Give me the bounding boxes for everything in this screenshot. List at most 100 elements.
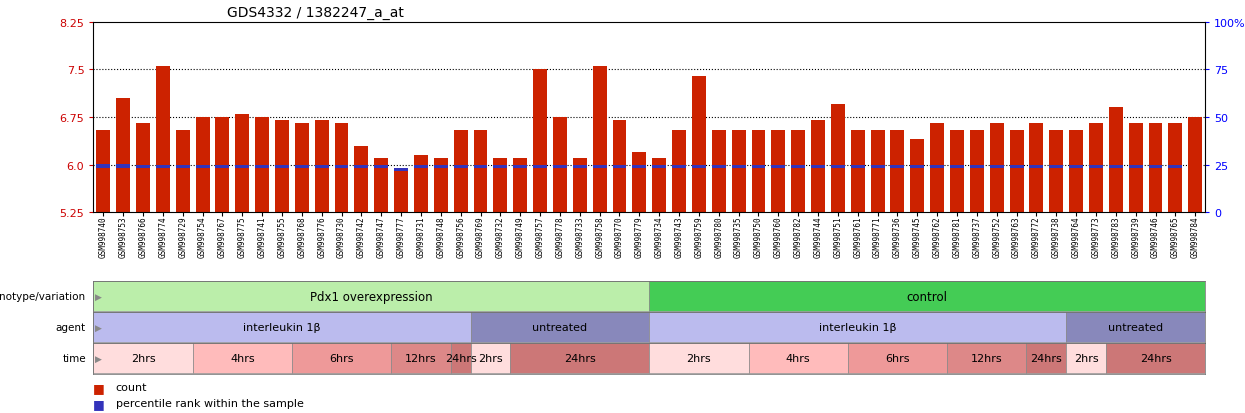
Text: 12hrs: 12hrs — [971, 353, 1002, 363]
Text: interleukin 1β: interleukin 1β — [243, 322, 321, 332]
Text: GSM998733: GSM998733 — [575, 216, 584, 258]
Text: GSM998783: GSM998783 — [1112, 216, 1120, 258]
Bar — [573, 165, 586, 169]
Text: GSM998762: GSM998762 — [933, 216, 941, 258]
Bar — [533, 70, 547, 213]
Bar — [1129, 124, 1143, 213]
Bar — [848, 344, 947, 373]
Bar — [650, 282, 1205, 311]
Bar — [96, 165, 111, 168]
Bar — [632, 165, 646, 169]
Bar — [1109, 108, 1123, 213]
Bar — [415, 165, 428, 169]
Text: GSM998776: GSM998776 — [317, 216, 326, 258]
Bar — [792, 131, 806, 213]
Text: GSM998764: GSM998764 — [1072, 216, 1081, 258]
Bar — [136, 124, 149, 213]
Bar — [116, 165, 131, 168]
Bar — [255, 165, 269, 169]
Bar — [613, 165, 626, 169]
Text: GSM998761: GSM998761 — [853, 216, 863, 258]
Text: ■: ■ — [93, 397, 105, 410]
Bar — [970, 165, 984, 169]
Bar — [395, 169, 408, 172]
Bar — [1188, 118, 1203, 213]
Bar — [136, 165, 149, 169]
Bar — [295, 165, 309, 169]
Bar — [692, 76, 706, 213]
Bar — [990, 165, 1003, 169]
Bar — [752, 131, 766, 213]
Bar — [990, 124, 1003, 213]
Text: GSM998768: GSM998768 — [298, 216, 306, 258]
Bar — [810, 121, 825, 213]
Bar — [553, 118, 566, 213]
Text: GSM998745: GSM998745 — [913, 216, 921, 258]
Bar — [593, 165, 606, 169]
Bar — [453, 165, 468, 169]
Text: GSM998740: GSM998740 — [98, 216, 108, 258]
Bar — [1168, 165, 1183, 169]
Bar — [1069, 165, 1083, 169]
Bar — [950, 165, 964, 169]
Text: GSM998753: GSM998753 — [118, 216, 128, 258]
Bar — [652, 159, 666, 213]
Bar — [176, 131, 189, 213]
Text: GSM998750: GSM998750 — [754, 216, 763, 258]
Bar — [1030, 165, 1043, 169]
Text: 12hrs: 12hrs — [405, 353, 437, 363]
Bar — [752, 165, 766, 169]
Bar — [1149, 165, 1163, 169]
Bar — [930, 165, 944, 169]
Bar — [1066, 313, 1205, 342]
Bar — [712, 131, 726, 213]
Bar — [593, 67, 606, 213]
Text: GSM998751: GSM998751 — [833, 216, 843, 258]
Text: GSM998780: GSM998780 — [715, 216, 723, 258]
Text: GSM998784: GSM998784 — [1190, 216, 1200, 258]
Text: GSM998774: GSM998774 — [158, 216, 167, 258]
Text: 2hrs: 2hrs — [1073, 353, 1098, 363]
Text: GSM998770: GSM998770 — [615, 216, 624, 258]
Bar — [375, 159, 388, 213]
Bar — [473, 131, 488, 213]
Bar — [315, 165, 329, 169]
Bar — [291, 344, 391, 373]
Text: ■: ■ — [93, 381, 105, 394]
Text: GDS4332 / 1382247_a_at: GDS4332 / 1382247_a_at — [227, 6, 403, 20]
Bar — [1010, 131, 1023, 213]
Bar — [156, 67, 169, 213]
Bar — [215, 118, 229, 213]
Text: GSM998775: GSM998775 — [238, 216, 247, 258]
Text: control: control — [906, 290, 947, 303]
Bar — [1030, 124, 1043, 213]
Bar — [1010, 165, 1023, 169]
Text: Pdx1 overexpression: Pdx1 overexpression — [310, 290, 432, 303]
Bar — [395, 171, 408, 213]
Bar — [748, 344, 848, 373]
Text: GSM998732: GSM998732 — [496, 216, 505, 258]
Text: count: count — [116, 382, 147, 392]
Text: GSM998777: GSM998777 — [397, 216, 406, 258]
Bar — [375, 165, 388, 169]
Bar — [493, 159, 507, 213]
Bar — [156, 165, 169, 169]
Text: untreated: untreated — [1108, 322, 1163, 332]
Text: GSM998757: GSM998757 — [535, 216, 544, 258]
Bar — [193, 344, 291, 373]
Bar — [315, 121, 329, 213]
Bar — [870, 131, 884, 213]
Bar — [116, 99, 131, 213]
Text: 4hrs: 4hrs — [786, 353, 810, 363]
Bar — [93, 313, 471, 342]
Bar — [433, 159, 448, 213]
Text: 24hrs: 24hrs — [1139, 353, 1172, 363]
Bar — [1129, 165, 1143, 169]
Bar — [792, 165, 806, 169]
Text: GSM998758: GSM998758 — [595, 216, 604, 258]
Bar — [275, 121, 289, 213]
Bar — [513, 165, 527, 169]
Text: untreated: untreated — [533, 322, 588, 332]
Bar — [391, 344, 451, 373]
Bar — [195, 165, 209, 169]
